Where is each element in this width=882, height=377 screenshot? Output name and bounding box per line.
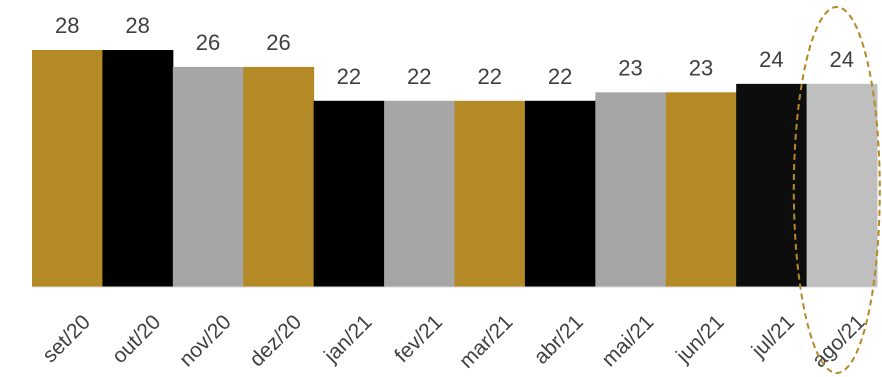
value-label-ago-21: 24 bbox=[830, 47, 854, 72]
value-label-mai-21: 23 bbox=[618, 55, 642, 80]
value-labels-group: 28 28 26 26 22 22 22 22 23 23 24 24 bbox=[55, 13, 854, 89]
bar-out-20 bbox=[102, 50, 174, 287]
value-label-nov-20: 26 bbox=[196, 30, 220, 55]
value-label-dez-20: 26 bbox=[266, 30, 290, 55]
tick-label-jun-21: jun/21 bbox=[671, 310, 728, 367]
bar-dez-20 bbox=[243, 66, 315, 287]
value-label-jun-21: 23 bbox=[689, 55, 713, 80]
tick-label-mar-21: mar/21 bbox=[455, 310, 517, 372]
tick-labels-group: set/20 out/20 nov/20 dez/20 jan/21 fev/21 mar/… bbox=[38, 310, 869, 372]
tick-label-jan-21: jan/21 bbox=[319, 310, 376, 367]
bar-mai-21 bbox=[595, 92, 667, 287]
value-label-out-20: 28 bbox=[125, 13, 149, 38]
bar-nov-20 bbox=[172, 66, 244, 287]
tick-label-fev-21: fev/21 bbox=[390, 310, 447, 367]
bar-ago-21 bbox=[806, 83, 878, 287]
value-label-fev-21: 22 bbox=[407, 64, 431, 89]
value-label-mar-21: 22 bbox=[477, 64, 501, 89]
bar-abr-21 bbox=[524, 100, 596, 288]
bar-set-20 bbox=[32, 50, 103, 287]
tick-label-dez-20: dez/20 bbox=[245, 310, 306, 371]
bar-jun-21 bbox=[665, 92, 737, 287]
bar-jan-21 bbox=[313, 100, 385, 288]
tick-label-abr-21: abr/21 bbox=[529, 310, 587, 368]
value-label-jan-21: 22 bbox=[337, 64, 361, 89]
tick-label-set-20: set/20 bbox=[38, 310, 95, 367]
value-label-jul-21: 24 bbox=[759, 47, 783, 72]
tick-label-nov-20: nov/20 bbox=[175, 310, 236, 371]
bar-jul-21 bbox=[736, 83, 808, 287]
tick-label-jul-21: jul/21 bbox=[747, 310, 799, 362]
bars-group bbox=[32, 50, 878, 288]
value-label-set-20: 28 bbox=[55, 13, 79, 38]
highlight-ellipse bbox=[792, 6, 881, 374]
value-label-abr-21: 22 bbox=[548, 64, 572, 89]
bar-fev-21 bbox=[384, 100, 455, 288]
tick-label-mai-21: mai/21 bbox=[597, 310, 658, 371]
tick-label-out-20: out/20 bbox=[108, 310, 166, 368]
bar-mar-21 bbox=[454, 100, 526, 288]
